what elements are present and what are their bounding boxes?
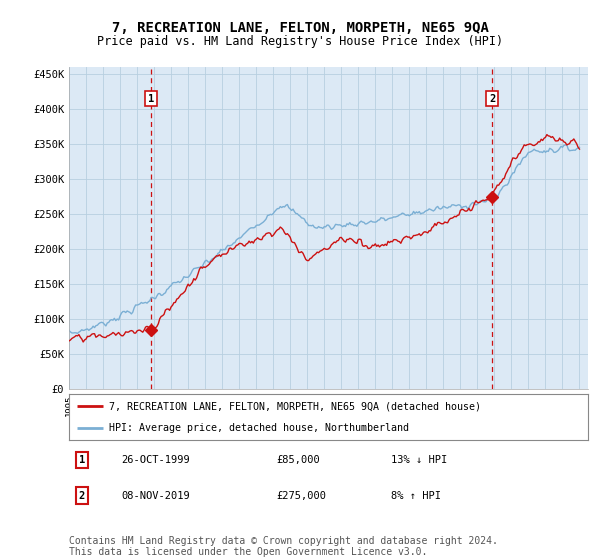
Text: 13% ↓ HPI: 13% ↓ HPI [391,455,447,465]
Text: 7, RECREATION LANE, FELTON, MORPETH, NE65 9QA (detached house): 7, RECREATION LANE, FELTON, MORPETH, NE6… [109,401,481,411]
Text: 08-NOV-2019: 08-NOV-2019 [121,491,190,501]
Text: 2: 2 [79,491,85,501]
Text: Price paid vs. HM Land Registry's House Price Index (HPI): Price paid vs. HM Land Registry's House … [97,35,503,48]
Text: 1: 1 [79,455,85,465]
Text: HPI: Average price, detached house, Northumberland: HPI: Average price, detached house, Nort… [109,423,409,433]
Text: 2: 2 [489,94,496,104]
Text: 8% ↑ HPI: 8% ↑ HPI [391,491,441,501]
Text: £275,000: £275,000 [277,491,326,501]
Text: 1: 1 [148,94,154,104]
Text: Contains HM Land Registry data © Crown copyright and database right 2024.
This d: Contains HM Land Registry data © Crown c… [69,535,498,557]
Text: 7, RECREATION LANE, FELTON, MORPETH, NE65 9QA: 7, RECREATION LANE, FELTON, MORPETH, NE6… [112,21,488,35]
Text: £85,000: £85,000 [277,455,320,465]
Text: 26-OCT-1999: 26-OCT-1999 [121,455,190,465]
